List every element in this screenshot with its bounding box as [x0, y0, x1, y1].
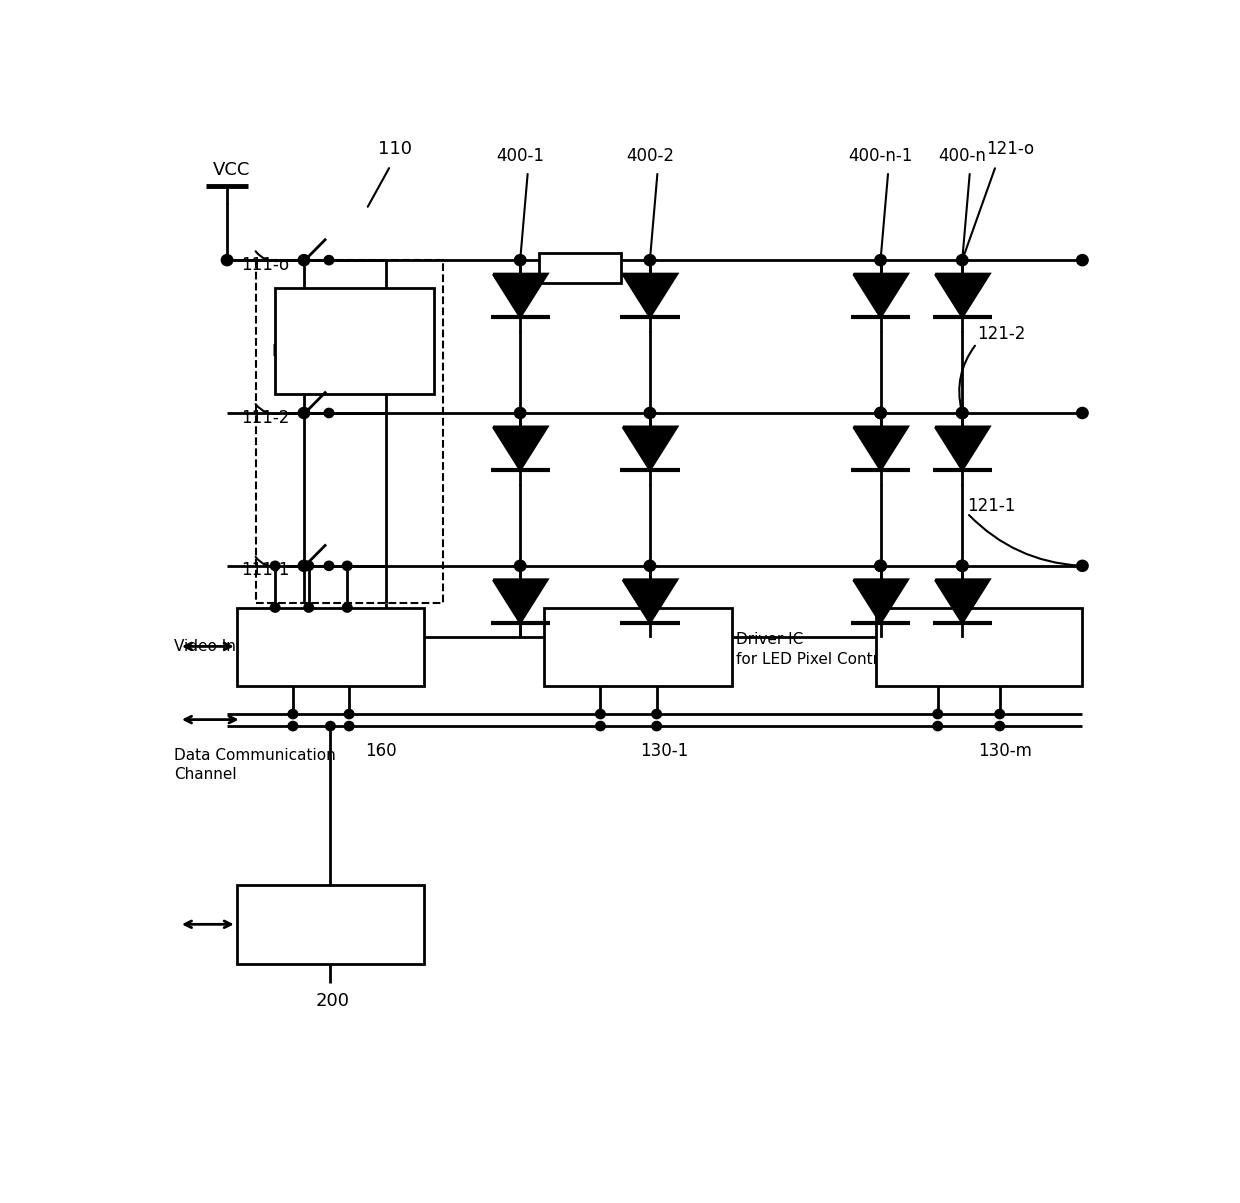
- Text: 111-o: 111-o: [242, 256, 290, 274]
- Circle shape: [652, 710, 661, 718]
- Circle shape: [994, 722, 1004, 730]
- Circle shape: [515, 408, 526, 419]
- Circle shape: [1076, 255, 1089, 266]
- Circle shape: [324, 561, 334, 570]
- Circle shape: [221, 255, 233, 266]
- Text: Video In: Video In: [174, 639, 236, 654]
- Circle shape: [874, 561, 887, 571]
- Circle shape: [957, 603, 967, 612]
- Text: 111-1: 111-1: [242, 562, 290, 580]
- Text: 121-o: 121-o: [986, 141, 1034, 159]
- Text: LED Pixel: LED Pixel: [542, 261, 619, 275]
- Bar: [255, 260, 444, 603]
- Text: 110: 110: [378, 141, 412, 159]
- Circle shape: [874, 561, 887, 571]
- Polygon shape: [622, 274, 677, 316]
- Circle shape: [956, 561, 968, 571]
- Bar: [237, 608, 424, 686]
- Circle shape: [956, 408, 968, 419]
- Polygon shape: [853, 580, 908, 622]
- Polygon shape: [494, 580, 547, 622]
- Circle shape: [956, 408, 968, 419]
- Circle shape: [874, 408, 887, 419]
- Circle shape: [288, 722, 298, 730]
- Text: 130-m: 130-m: [978, 742, 1033, 760]
- Circle shape: [515, 561, 526, 571]
- Text: 121-2: 121-2: [977, 325, 1025, 343]
- Circle shape: [652, 722, 661, 730]
- Bar: [539, 253, 621, 283]
- Circle shape: [516, 603, 525, 612]
- Polygon shape: [935, 427, 990, 469]
- Polygon shape: [935, 274, 990, 316]
- Text: OPERATING
TERMINAL: OPERATING TERMINAL: [273, 903, 388, 947]
- Circle shape: [875, 603, 885, 612]
- Circle shape: [342, 603, 352, 612]
- Circle shape: [874, 255, 887, 266]
- Circle shape: [994, 710, 1004, 718]
- Circle shape: [644, 255, 656, 266]
- Circle shape: [956, 561, 968, 571]
- Circle shape: [298, 255, 310, 266]
- Circle shape: [645, 603, 655, 612]
- Text: 400-1: 400-1: [496, 147, 544, 165]
- Circle shape: [270, 561, 280, 570]
- Polygon shape: [853, 274, 908, 316]
- Circle shape: [595, 722, 605, 730]
- Circle shape: [956, 255, 968, 266]
- Circle shape: [515, 255, 526, 266]
- Circle shape: [304, 603, 314, 612]
- Circle shape: [932, 722, 942, 730]
- Circle shape: [324, 408, 334, 417]
- Text: 400-n-1: 400-n-1: [848, 147, 913, 165]
- Text: 121-1: 121-1: [967, 497, 1016, 515]
- Circle shape: [298, 408, 310, 419]
- Circle shape: [932, 710, 942, 718]
- Circle shape: [304, 561, 314, 570]
- Circle shape: [324, 255, 334, 265]
- Polygon shape: [494, 274, 547, 316]
- Circle shape: [644, 408, 656, 419]
- Circle shape: [1076, 408, 1089, 419]
- Polygon shape: [494, 427, 547, 469]
- Text: 130-1: 130-1: [640, 742, 688, 760]
- Circle shape: [874, 408, 887, 419]
- Circle shape: [345, 722, 353, 730]
- Circle shape: [298, 561, 310, 571]
- Text: SW for
Line-by-line Scanning: SW for Line-by-line Scanning: [273, 324, 436, 360]
- Circle shape: [345, 710, 353, 718]
- Circle shape: [326, 722, 335, 730]
- Circle shape: [270, 603, 280, 612]
- Text: Driver IC
for LED Pixel Control: Driver IC for LED Pixel Control: [737, 632, 893, 666]
- Text: outn              out1
SDI LED DRIVING IC SDO
SCL SDA DCLK LE: outn out1 SDI LED DRIVING IC SDO SCL SDA…: [893, 621, 1065, 672]
- Circle shape: [595, 710, 605, 718]
- Bar: [275, 288, 434, 395]
- Circle shape: [288, 710, 298, 718]
- Text: outn              out1
SDI LED DRIVING IC SDO
SCL SDA DCLK  LE: outn out1 SDI LED DRIVING IC SDO SCL SDA…: [552, 621, 724, 672]
- Polygon shape: [622, 580, 677, 622]
- Text: 400-n: 400-n: [939, 147, 986, 165]
- Polygon shape: [853, 427, 908, 469]
- Text: 200: 200: [316, 992, 350, 1011]
- Text: VCC: VCC: [213, 161, 250, 178]
- Text: SW1 SW2 SWn
Video CONTROLLER SDO
SCL SDA DCLK LE: SW1 SW2 SWn Video CONTROLLER SDO SCL SDA…: [244, 621, 417, 672]
- Bar: [875, 608, 1083, 686]
- Circle shape: [644, 561, 656, 571]
- Text: 400-2: 400-2: [626, 147, 673, 165]
- Text: 111-2: 111-2: [242, 409, 290, 427]
- Circle shape: [1076, 561, 1089, 571]
- Polygon shape: [622, 427, 677, 469]
- Bar: [237, 885, 424, 964]
- Circle shape: [342, 561, 352, 570]
- Text: Data Communication
Channel: Data Communication Channel: [174, 747, 336, 782]
- Bar: [544, 608, 732, 686]
- Text: 160: 160: [365, 742, 397, 760]
- Polygon shape: [935, 580, 990, 622]
